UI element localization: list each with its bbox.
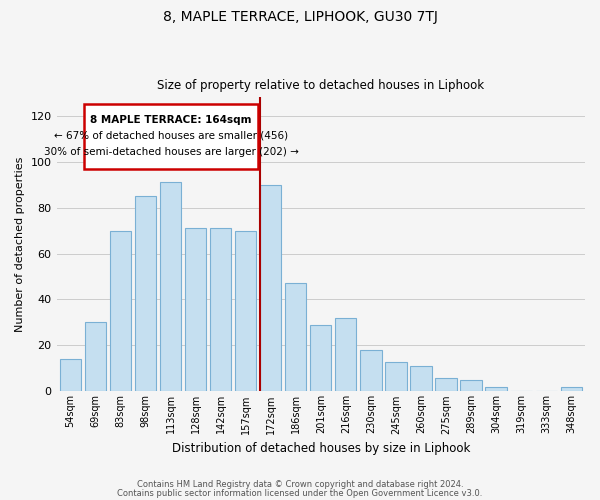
Bar: [235, 230, 256, 392]
Bar: [160, 182, 181, 392]
Text: 8, MAPLE TERRACE, LIPHOOK, GU30 7TJ: 8, MAPLE TERRACE, LIPHOOK, GU30 7TJ: [163, 10, 437, 24]
Bar: [310, 325, 331, 392]
Text: Contains HM Land Registry data © Crown copyright and database right 2024.: Contains HM Land Registry data © Crown c…: [137, 480, 463, 489]
Bar: [360, 350, 382, 392]
Bar: [260, 184, 281, 392]
Text: Contains public sector information licensed under the Open Government Licence v3: Contains public sector information licen…: [118, 489, 482, 498]
Bar: [485, 387, 507, 392]
Y-axis label: Number of detached properties: Number of detached properties: [15, 156, 25, 332]
Text: ← 67% of detached houses are smaller (456): ← 67% of detached houses are smaller (45…: [54, 130, 288, 140]
Bar: [560, 387, 582, 392]
Bar: [285, 284, 307, 392]
Title: Size of property relative to detached houses in Liphook: Size of property relative to detached ho…: [157, 79, 484, 92]
Bar: [385, 362, 407, 392]
Bar: [436, 378, 457, 392]
Text: 30% of semi-detached houses are larger (202) →: 30% of semi-detached houses are larger (…: [44, 146, 299, 156]
Bar: [210, 228, 231, 392]
Bar: [185, 228, 206, 392]
Bar: [59, 359, 81, 392]
Bar: [135, 196, 156, 392]
Bar: [410, 366, 431, 392]
Bar: [85, 322, 106, 392]
X-axis label: Distribution of detached houses by size in Liphook: Distribution of detached houses by size …: [172, 442, 470, 455]
Bar: [460, 380, 482, 392]
Bar: [110, 230, 131, 392]
Bar: [335, 318, 356, 392]
Text: 8 MAPLE TERRACE: 164sqm: 8 MAPLE TERRACE: 164sqm: [91, 114, 252, 124]
FancyBboxPatch shape: [84, 104, 258, 168]
